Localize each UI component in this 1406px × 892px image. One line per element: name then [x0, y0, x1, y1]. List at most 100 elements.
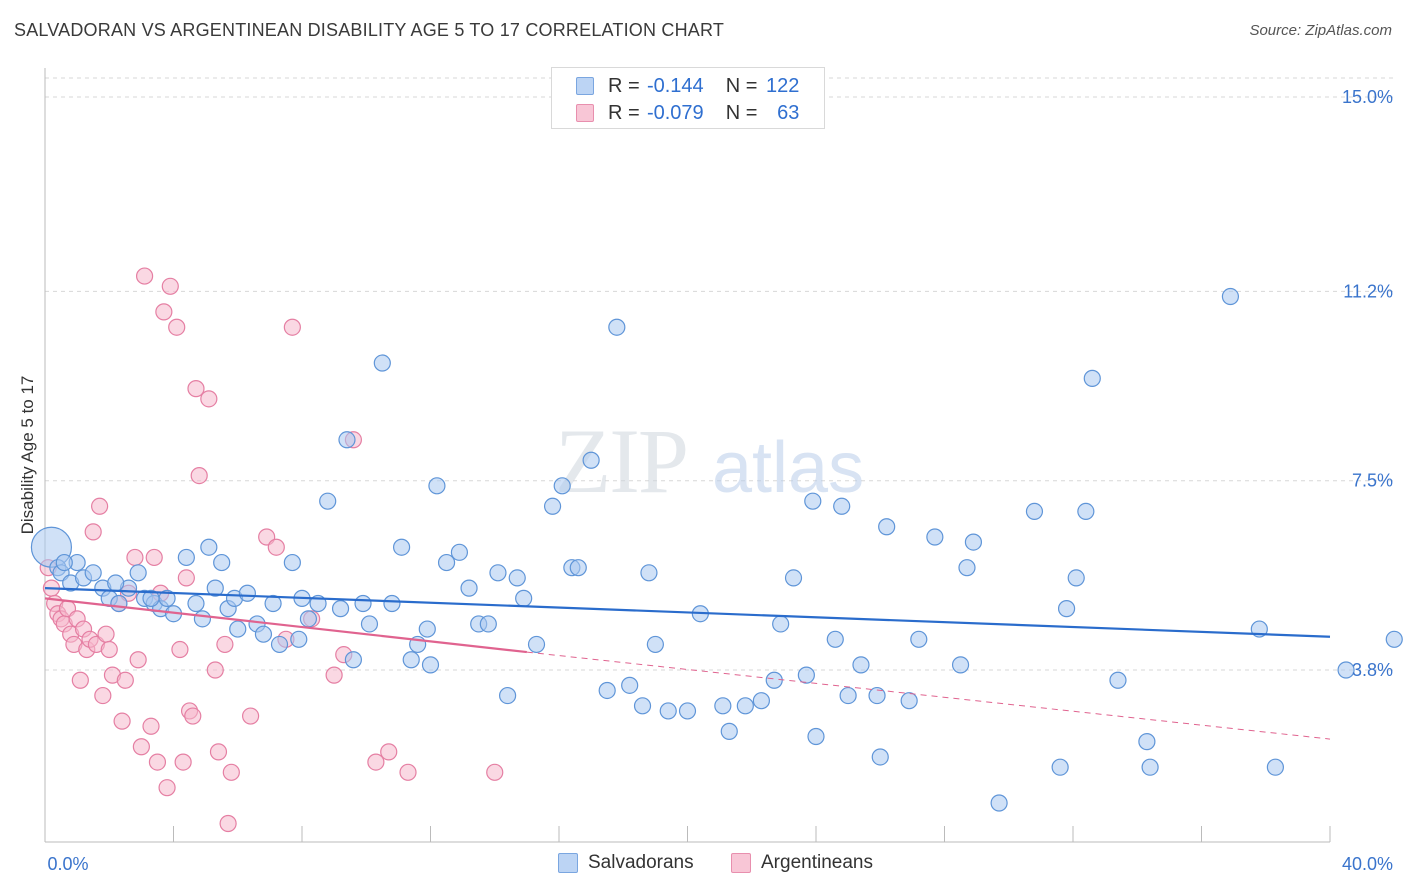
salvadoran-point: [752, 692, 770, 710]
salvadoran-point: [926, 528, 944, 546]
salvadoran-point: [608, 318, 626, 336]
chart-title: SALVADORAN VS ARGENTINEAN DISABILITY AGE…: [14, 20, 725, 40]
y-tick-label: 11.2%: [1343, 281, 1393, 301]
watermark-zip: ZIP: [555, 410, 687, 512]
salvadoran-point: [1337, 661, 1355, 679]
salvadoran-point: [621, 676, 639, 694]
chart-source: Source: ZipAtlas.com: [1249, 22, 1392, 39]
salvadoran-point: [508, 569, 526, 587]
argentinean-point: [84, 523, 102, 541]
argentinean-point: [148, 753, 167, 771]
salvadoran-point: [1109, 671, 1127, 689]
argentinean-point: [129, 651, 147, 669]
argentineans-swatch: [576, 104, 594, 122]
bottom-legend-salvadorans[interactable]: Salvadorans: [558, 852, 694, 874]
stats-legend: R = -0.144 N = 122 R = -0.079 N = 63: [551, 67, 825, 129]
argentineans-points: [39, 267, 504, 833]
argentinean-point: [135, 267, 154, 285]
salvadoran-point: [373, 354, 391, 372]
argentinean-point: [200, 390, 218, 408]
salvadoran-point: [772, 615, 790, 633]
y-tick-label: 7.5%: [1352, 471, 1393, 491]
n-label: N =: [725, 74, 758, 97]
salvadoran-point: [678, 702, 697, 720]
salvadoran-point: [871, 748, 889, 766]
salvadoran-point: [839, 686, 857, 705]
salvadoran-point: [354, 594, 372, 613]
salvadoran-point: [868, 686, 886, 705]
salvadoran-point: [402, 651, 420, 669]
salvadoran-point: [360, 615, 379, 633]
salvadoran-point: [958, 559, 976, 577]
salvadoran-point: [1083, 369, 1101, 387]
argentinean-point: [367, 753, 385, 771]
argentineans-trend-line: [44, 597, 527, 654]
salvadoran-point: [720, 722, 738, 740]
salvadoran-point: [1051, 758, 1069, 776]
salvadorans-swatch: [576, 77, 594, 95]
salvadoran-point: [1266, 758, 1284, 776]
axes: [44, 68, 1331, 843]
salvadoran-point: [338, 431, 356, 449]
salvadoran-point: [283, 553, 301, 572]
argentinean-point: [206, 661, 224, 679]
argentinean-point: [486, 763, 504, 781]
salvadoran-point: [460, 579, 478, 597]
salvadoran-point: [254, 625, 273, 643]
salvadoran-point: [964, 533, 983, 551]
n-value: 122: [766, 74, 800, 97]
salvadoran-point: [833, 497, 851, 515]
salvadoran-point: [264, 594, 282, 613]
salvadoran-point: [1067, 569, 1085, 587]
argentinean-point: [190, 466, 208, 485]
salvadorans-trend-line: [44, 587, 1331, 638]
salvadoran-point: [229, 620, 247, 638]
argentinean-point: [399, 763, 417, 781]
salvadorans-legend-label: Salvadorans: [588, 852, 694, 873]
argentinean-point: [91, 497, 109, 515]
salvadoran-point: [900, 692, 918, 710]
salvadoran-point: [910, 630, 928, 648]
argentinean-point: [242, 707, 260, 725]
x-tick-label-max: 40.0%: [1342, 854, 1393, 874]
salvadoran-point: [290, 630, 308, 648]
salvadoran-point: [437, 553, 456, 572]
argentinean-point: [171, 640, 189, 659]
legend-row-salvadorans: R = -0.144 N = 122: [576, 74, 799, 98]
argentineans-trend-extension: [526, 651, 1331, 740]
bottom-legend-argentineans[interactable]: Argentineans: [731, 852, 873, 874]
argentinean-point: [94, 686, 112, 705]
salvadoran-point: [646, 635, 664, 654]
argentinean-point: [142, 717, 160, 735]
salvadoran-point: [499, 686, 517, 705]
salvadoran-point: [1385, 630, 1403, 648]
argentinean-point: [113, 712, 131, 730]
salvadoran-point: [331, 600, 350, 618]
argentinean-point: [216, 635, 234, 654]
salvadoran-point: [582, 451, 600, 469]
argentinean-point: [222, 763, 240, 781]
y-tick-label: 3.8%: [1352, 660, 1393, 680]
salvadoran-point: [878, 518, 896, 536]
r-value: -0.079: [646, 101, 704, 124]
n-value: 63: [777, 101, 800, 124]
salvadoran-point: [1025, 502, 1044, 521]
legend-row-argentineans: R = -0.079 N = 63: [576, 101, 799, 125]
salvadoran-point: [569, 559, 587, 577]
salvadoran-point: [797, 666, 815, 684]
salvadoran-point: [1057, 600, 1076, 618]
salvadoran-point: [129, 564, 147, 582]
argentinean-point: [219, 814, 237, 833]
salvadoran-point: [1077, 502, 1095, 521]
salvadoran-point: [553, 477, 571, 495]
salvadoran-point: [543, 497, 562, 515]
trend-lines: [44, 587, 1331, 740]
salvadoran-point: [418, 620, 436, 638]
argentineans-legend-label: Argentineans: [761, 852, 873, 873]
salvadoran-point: [804, 492, 822, 510]
salvadoran-point: [319, 492, 337, 510]
salvadoran-point: [951, 656, 970, 674]
argentinean-point: [71, 671, 89, 689]
salvadoran-point: [633, 697, 652, 715]
